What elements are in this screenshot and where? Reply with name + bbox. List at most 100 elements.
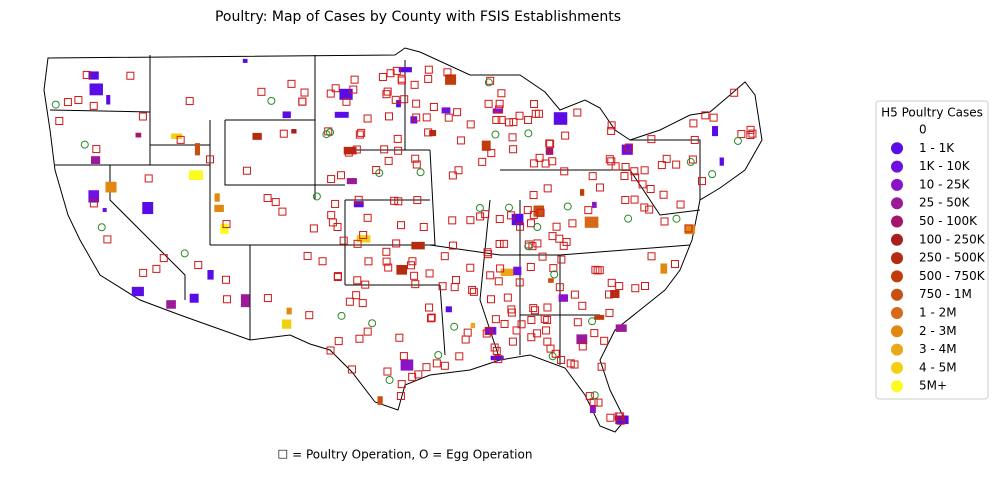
poultry-operation bbox=[578, 342, 587, 351]
legend-label: 50 - 100K bbox=[919, 214, 978, 228]
poultry-operation bbox=[305, 311, 314, 320]
map-title: Poultry: Map of Cases by County with FSI… bbox=[215, 9, 621, 25]
poultry-operation bbox=[570, 290, 579, 299]
egg-operation bbox=[548, 352, 557, 361]
poultry-operation bbox=[527, 316, 536, 325]
county-patch bbox=[102, 207, 107, 213]
poultry-operation bbox=[495, 239, 504, 248]
county-patch bbox=[400, 359, 414, 371]
poultry-operation bbox=[605, 155, 614, 164]
poultry-operation bbox=[427, 313, 436, 322]
poultry-operation bbox=[328, 218, 337, 227]
poultry-operation bbox=[638, 180, 647, 189]
poultry-operation bbox=[363, 327, 372, 336]
poultry-operation bbox=[396, 221, 405, 230]
county-patches bbox=[88, 58, 724, 425]
poultry-operation bbox=[597, 362, 606, 371]
poultry-operation bbox=[483, 248, 492, 257]
poultry-operation bbox=[92, 145, 101, 154]
poultry-operation bbox=[524, 115, 533, 124]
poultry-operation bbox=[426, 314, 435, 323]
poultry-operation bbox=[336, 171, 345, 180]
poultry-operation bbox=[287, 79, 296, 88]
legend-label: 5M+ bbox=[919, 379, 947, 393]
poultry-operation bbox=[347, 365, 356, 374]
poultry-operation bbox=[615, 282, 624, 291]
poultry-operation bbox=[590, 329, 599, 338]
poultry-operation bbox=[469, 287, 478, 296]
egg-operation bbox=[180, 249, 189, 258]
county-patch bbox=[242, 58, 248, 63]
poultry-operation bbox=[600, 336, 609, 345]
poultry-operation bbox=[331, 199, 340, 208]
legend-label: 4 - 5M bbox=[919, 360, 957, 374]
poultry-operation bbox=[342, 97, 351, 106]
county-patch bbox=[594, 314, 605, 320]
poultry-operation bbox=[543, 184, 552, 193]
poultry-operation bbox=[263, 194, 272, 203]
poultry-operation bbox=[138, 112, 147, 121]
egg-operation bbox=[322, 130, 331, 139]
poultry-operation bbox=[407, 261, 416, 270]
poultry-operation bbox=[624, 143, 633, 152]
county-patch bbox=[346, 178, 357, 185]
poultry-operation bbox=[278, 207, 287, 216]
poultry-operation bbox=[676, 200, 685, 209]
poultry-operation bbox=[528, 242, 537, 251]
legend-label: 25 - 50K bbox=[919, 196, 970, 210]
poultry-operation bbox=[380, 145, 389, 154]
poultry-operation bbox=[453, 108, 462, 117]
poultry-operation bbox=[384, 156, 393, 165]
legend-marker bbox=[891, 142, 903, 155]
poultry-operation bbox=[684, 224, 693, 233]
poultry-operation bbox=[578, 301, 587, 310]
poultry-operation bbox=[383, 367, 392, 376]
poultry-operation bbox=[300, 88, 309, 97]
poultry-operation bbox=[74, 96, 83, 105]
county-patch bbox=[171, 133, 183, 140]
poultry-operation bbox=[438, 282, 447, 291]
poultry-operation bbox=[484, 327, 493, 336]
poultry-operation bbox=[543, 316, 552, 325]
county-patch bbox=[214, 193, 220, 202]
poultry-operation bbox=[533, 329, 542, 338]
county-patch bbox=[410, 116, 418, 124]
poultry-operation bbox=[357, 128, 366, 137]
poultry-operation bbox=[411, 154, 420, 163]
legend-marker bbox=[891, 215, 903, 228]
poultry-operation bbox=[358, 299, 367, 308]
poultry-operation bbox=[640, 282, 649, 291]
egg-operation bbox=[733, 136, 742, 145]
county-patch bbox=[490, 355, 504, 361]
county-patch bbox=[712, 126, 719, 137]
county-patch bbox=[106, 95, 111, 105]
poultry-operation bbox=[391, 95, 400, 104]
poultry-operation bbox=[159, 254, 168, 263]
county-patch bbox=[621, 144, 633, 155]
poultry-operation bbox=[482, 329, 491, 338]
poultry-operation bbox=[242, 166, 251, 175]
poultry-operation bbox=[152, 264, 161, 273]
poultry-operation bbox=[486, 271, 495, 280]
county-patch bbox=[339, 88, 353, 100]
county-patch bbox=[281, 319, 292, 329]
legend-marker bbox=[891, 307, 903, 319]
county-patch bbox=[131, 286, 144, 297]
legend-label: 1 - 1K bbox=[919, 141, 955, 155]
poultry-operation bbox=[540, 314, 549, 323]
poultry-operation bbox=[508, 337, 517, 346]
egg-operation bbox=[97, 223, 106, 232]
poultry-operation bbox=[359, 230, 368, 239]
county-patch bbox=[511, 213, 524, 226]
legend-label: 1K - 10K bbox=[919, 159, 971, 173]
county-patch bbox=[207, 270, 214, 280]
poultry-operation bbox=[545, 139, 554, 148]
legend-marker bbox=[891, 288, 903, 301]
legend-title: H5 Poultry Cases bbox=[881, 106, 983, 120]
poultry-operation bbox=[384, 112, 393, 121]
poultry-operation bbox=[455, 352, 464, 361]
county-patch bbox=[220, 223, 229, 234]
county-patch bbox=[353, 201, 364, 208]
poultry-operation bbox=[507, 305, 516, 314]
poultry-operation bbox=[543, 303, 552, 312]
